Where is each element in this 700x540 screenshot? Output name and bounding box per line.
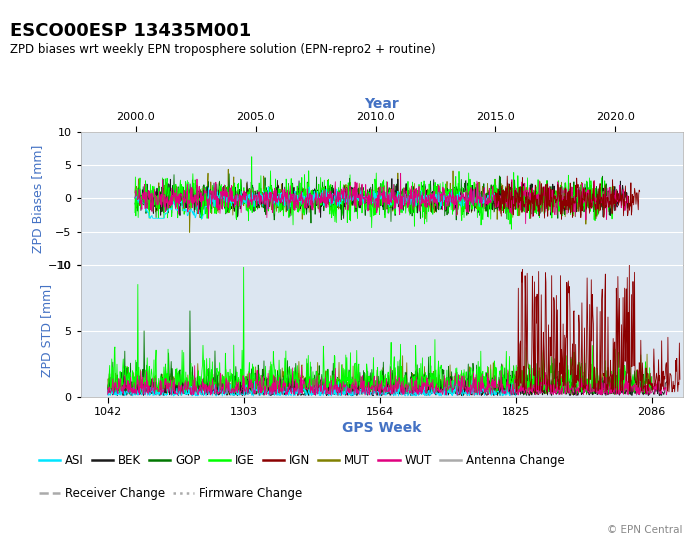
Y-axis label: ZPD STD [mm]: ZPD STD [mm]: [41, 284, 53, 377]
Legend: ASI, BEK, GOP, IGE, IGN, MUT, WUT, Antenna Change: ASI, BEK, GOP, IGE, IGN, MUT, WUT, Anten…: [34, 450, 569, 472]
Legend: Receiver Change, Firmware Change: Receiver Change, Firmware Change: [34, 482, 307, 504]
X-axis label: Year: Year: [364, 97, 399, 111]
Text: © EPN Central: © EPN Central: [607, 524, 682, 535]
Y-axis label: ZPD Biases [mm]: ZPD Biases [mm]: [31, 144, 44, 253]
Text: ZPD biases wrt weekly EPN troposphere solution (EPN-repro2 + routine): ZPD biases wrt weekly EPN troposphere so…: [10, 43, 436, 56]
X-axis label: GPS Week: GPS Week: [342, 422, 421, 435]
Text: ESCO00ESP 13435M001: ESCO00ESP 13435M001: [10, 22, 252, 39]
